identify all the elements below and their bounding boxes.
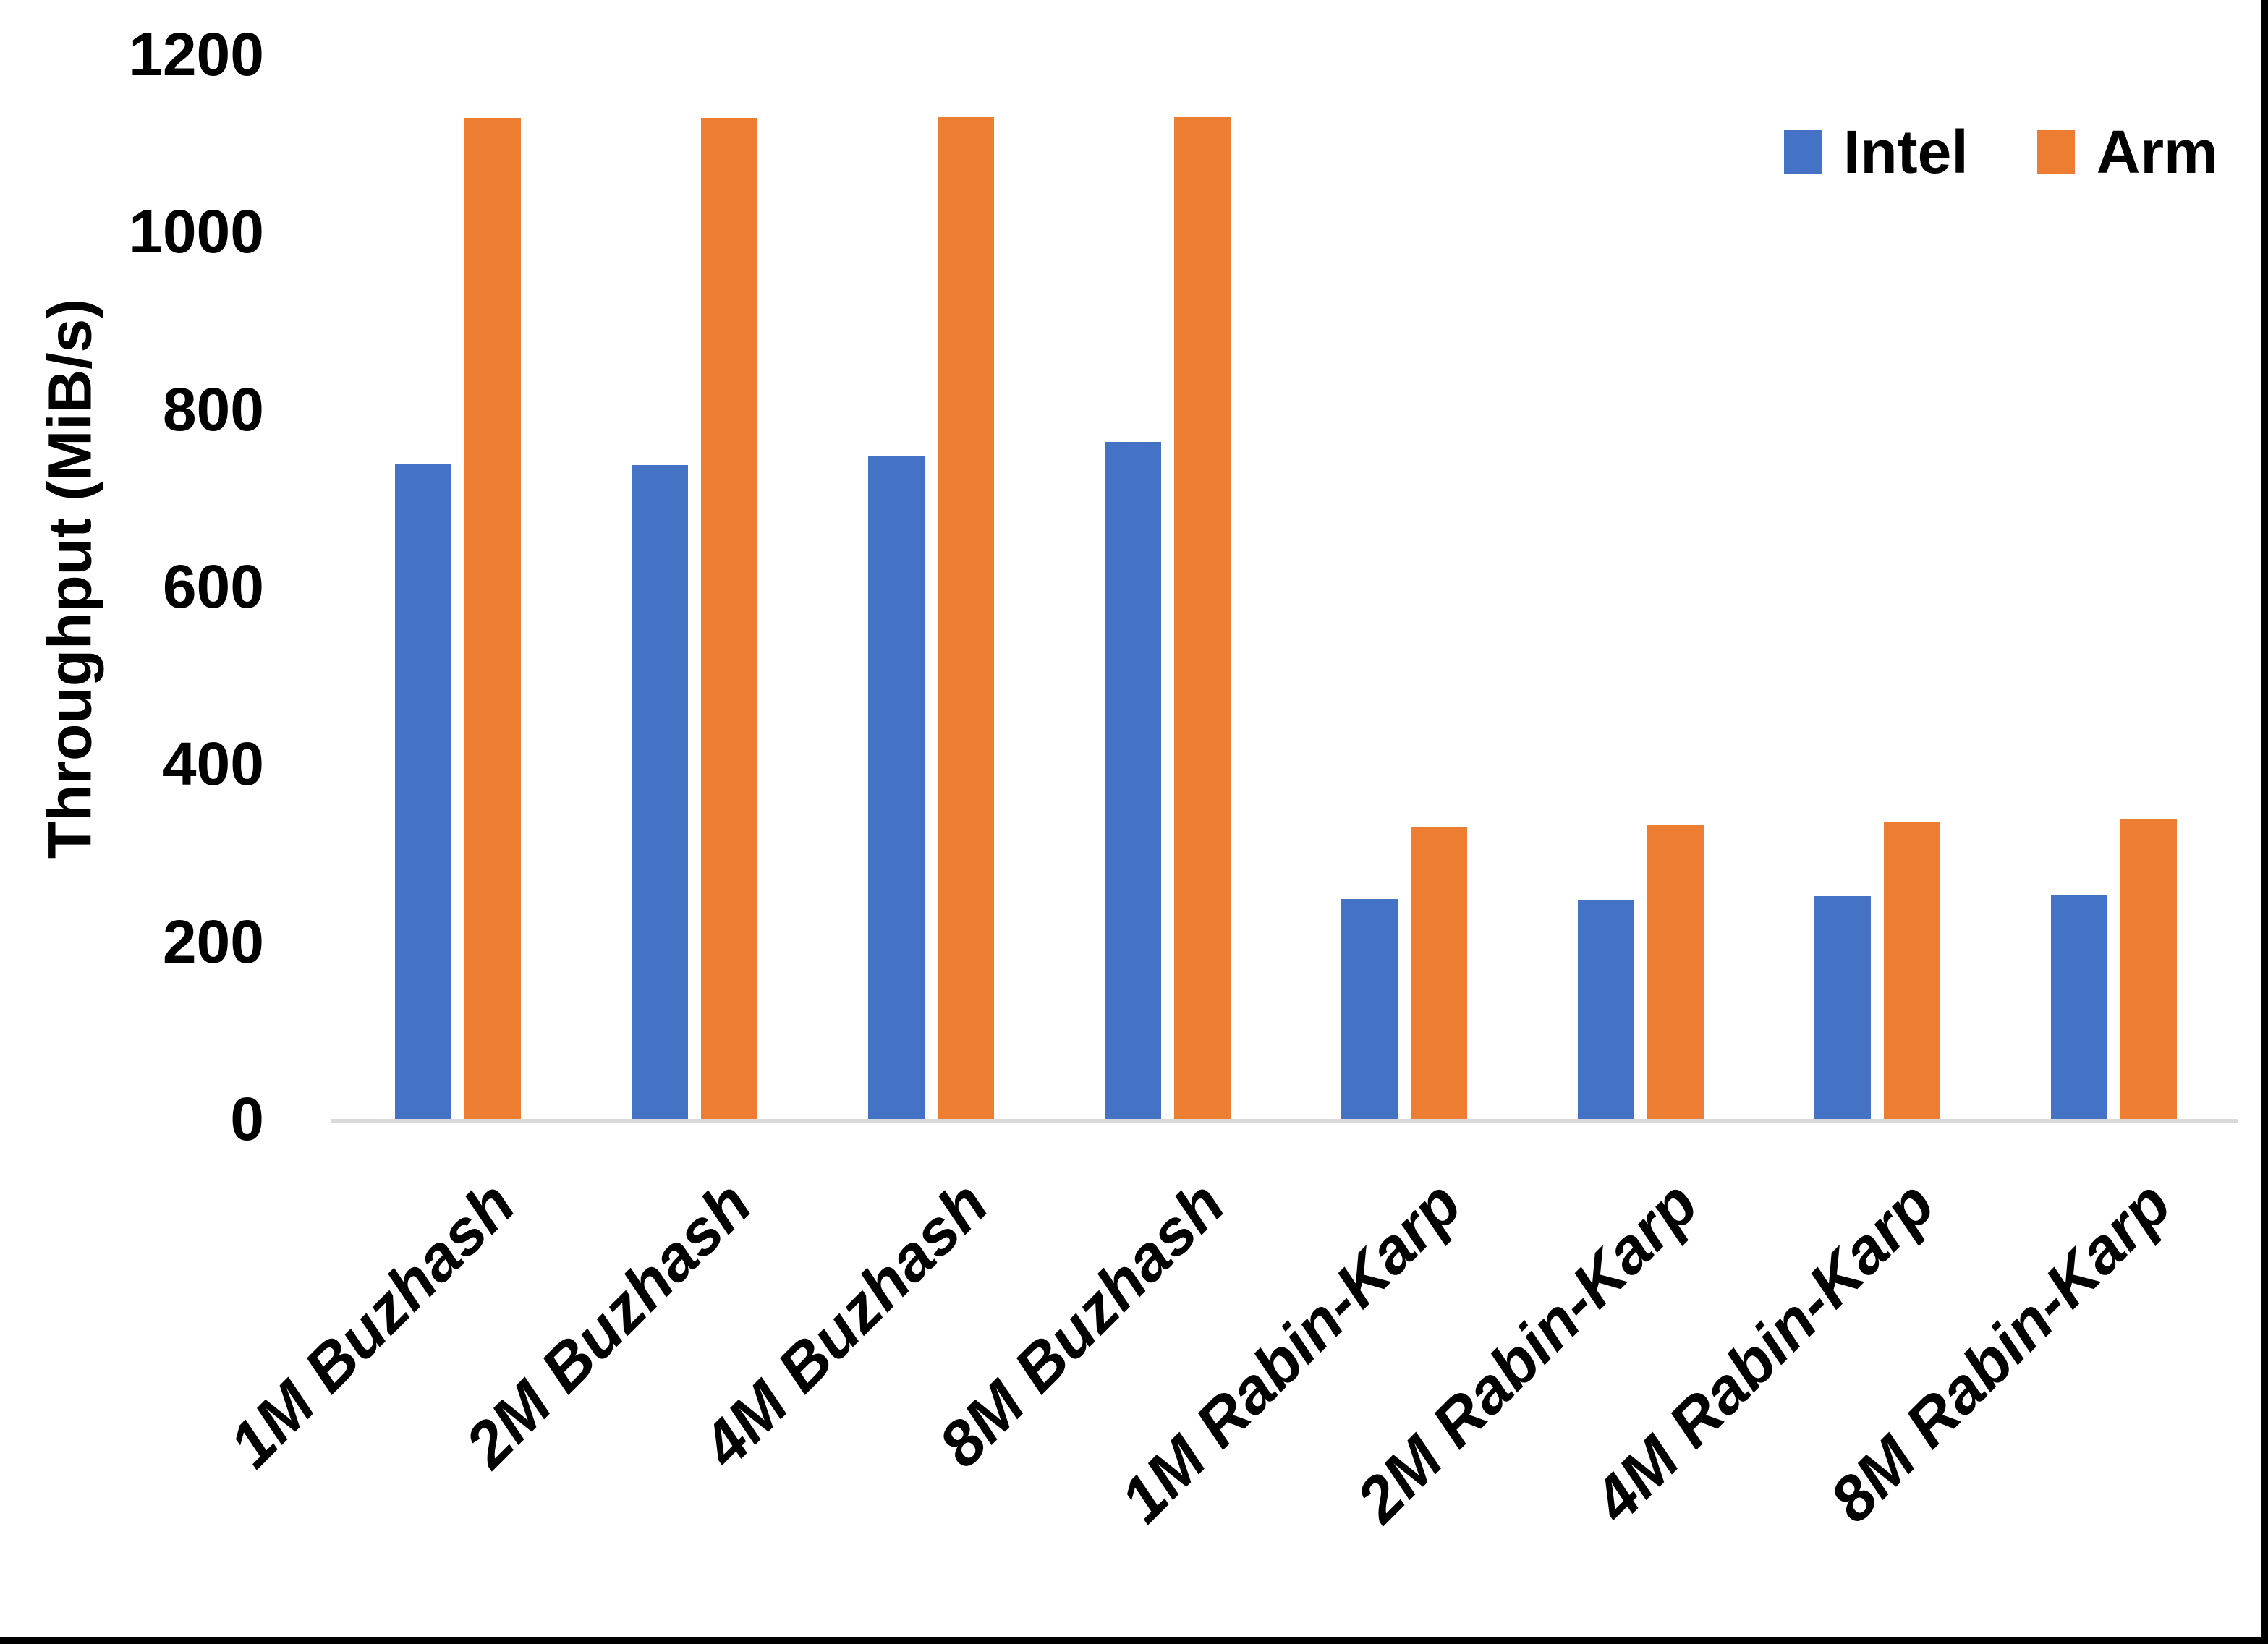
arm-bar-4m-buzhash xyxy=(938,117,995,1119)
bar-group-8m-buzhash xyxy=(1050,54,1286,1119)
y-tick-label-600: 600 xyxy=(162,553,264,621)
y-tick-label-1000: 1000 xyxy=(129,197,264,266)
intel-bar-8m-buzhash xyxy=(1105,442,1162,1119)
legend-label-arm: Arm xyxy=(2096,118,2218,186)
arm-bar-1m-buzhash xyxy=(464,118,522,1119)
intel-bar-1m-rabin-karp xyxy=(1341,898,1398,1119)
intel-bar-4m-rabin-karp xyxy=(1814,896,1871,1119)
screenshot-bottom-border xyxy=(0,1637,2268,1644)
y-axis-tick-labels: 0 200 400 600 800 1000 1200 xyxy=(0,24,264,1149)
bar-group-1m-rabin-karp xyxy=(1286,54,1523,1119)
arm-bar-4m-rabin-karp xyxy=(1883,822,1940,1119)
y-tick-label-800: 800 xyxy=(162,375,264,443)
bar-group-4m-buzhash xyxy=(813,54,1050,1119)
bar-group-8m-rabin-karp xyxy=(1995,54,2232,1119)
legend-swatch-intel xyxy=(1784,130,1822,174)
arm-bar-1m-rabin-karp xyxy=(1410,827,1467,1119)
arm-bar-8m-rabin-karp xyxy=(2120,819,2177,1119)
bar-group-4m-rabin-karp xyxy=(1759,54,1995,1119)
bar-group-2m-rabin-karp xyxy=(1522,54,1759,1119)
legend-label-intel: Intel xyxy=(1843,118,1968,186)
bar-groups xyxy=(340,54,2232,1119)
intel-bar-4m-buzhash xyxy=(868,456,925,1119)
screenshot-right-border xyxy=(2261,0,2268,1644)
legend-item-intel: Intel xyxy=(1784,122,1968,182)
bar-group-1m-buzhash xyxy=(340,54,577,1119)
arm-bar-8m-buzhash xyxy=(1174,117,1231,1119)
arm-bar-2m-buzhash xyxy=(701,118,758,1119)
intel-bar-8m-rabin-karp xyxy=(2050,895,2107,1119)
intel-bar-1m-buzhash xyxy=(395,464,452,1119)
x-axis-category-labels: 1M Buzhash 2M Buzhash 4M Buzhash 8M Buzhash… xyxy=(216,1126,2232,1632)
legend-swatch-arm xyxy=(2036,130,2075,174)
legend-item-arm: Arm xyxy=(2036,118,2218,186)
arm-bar-2m-rabin-karp xyxy=(1647,825,1704,1119)
plot-area xyxy=(331,54,2238,1123)
y-tick-label-1200: 1200 xyxy=(129,20,264,88)
y-tick-label-0: 0 xyxy=(230,1085,264,1153)
intel-bar-2m-rabin-karp xyxy=(1577,900,1634,1119)
y-tick-label-400: 400 xyxy=(162,730,264,798)
intel-bar-2m-buzhash xyxy=(632,464,689,1119)
y-tick-label-200: 200 xyxy=(162,907,264,976)
x-axis-line xyxy=(331,1119,2238,1123)
bar-group-2m-buzhash xyxy=(577,54,813,1119)
legend: Intel Arm xyxy=(1784,122,2218,182)
